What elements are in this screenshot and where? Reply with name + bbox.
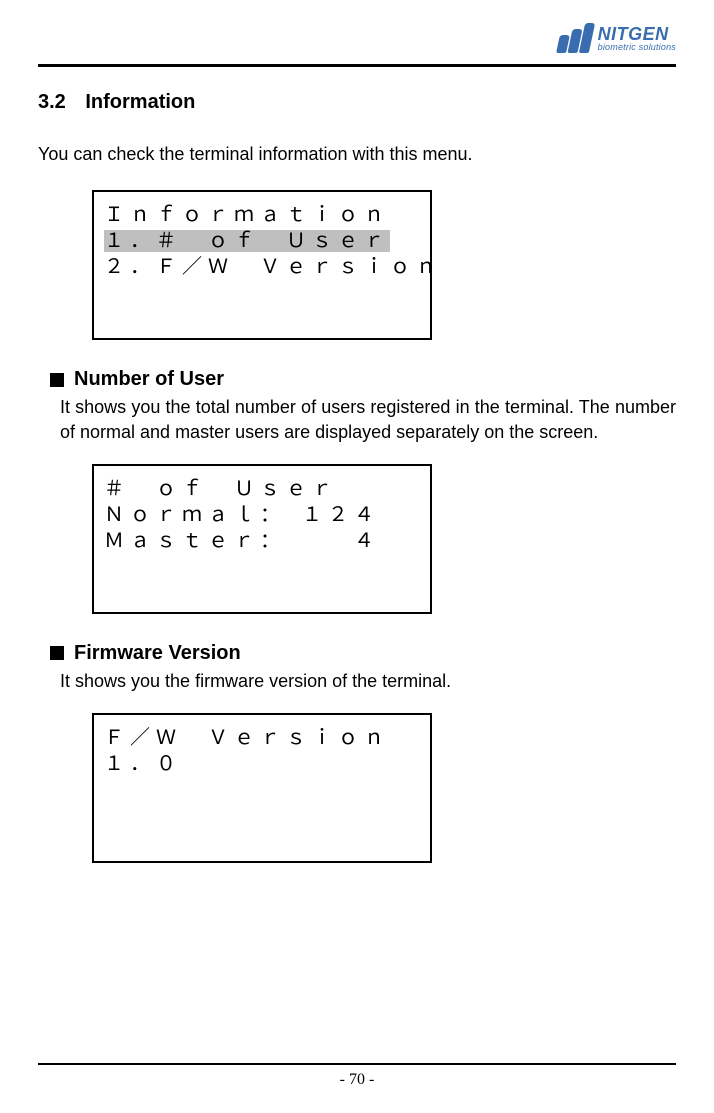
lcd-line: ＃ ｏｆ Ｕｓｅｒ [104,476,420,502]
lcd-number-of-user: ＃ ｏｆ Ｕｓｅｒ Ｎｏｒｍａｌ： １２４ Ｍａｓｔｅｒ： ４ [92,464,432,614]
lcd-information-menu: Ｉｎｆｏｒｍａｔｉｏｎ １．＃ ｏｆ Ｕｓｅｒ ２．Ｆ／Ｗ Ｖｅｒｓｉｏｎ [92,190,432,340]
lcd-selection: １．＃ ｏｆ Ｕｓｅｒ [104,230,390,252]
header: NITGEN biometric solutions [38,14,676,62]
square-bullet-icon [50,646,64,660]
section-title: 3.2 Information [38,91,676,114]
section-name: Information [85,91,195,113]
lcd-firmware-version: Ｆ／Ｗ Ｖｅｒｓｉｏｎ １．０ [92,713,432,863]
page: NITGEN biometric solutions 3.2 Informati… [0,0,714,1113]
lcd-line-selected: １．＃ ｏｆ Ｕｓｅｒ [104,228,420,254]
section-intro: You can check the terminal information w… [38,142,676,166]
subsection-title: Firmware Version [74,642,241,665]
subsection-heading-number-of-user: Number of User [50,368,676,391]
subsection-heading-firmware-version: Firmware Version [50,642,676,665]
lcd-line: Ｆ／Ｗ Ｖｅｒｓｉｏｎ [104,725,420,751]
square-bullet-icon [50,373,64,387]
subsection-title: Number of User [74,368,224,391]
brand-logo: NITGEN biometric solutions [558,23,676,53]
brand-name: NITGEN [598,25,676,43]
brand-tagline: biometric solutions [598,43,676,52]
subsection-para: It shows you the total number of users r… [60,395,676,444]
lcd-line: ２．Ｆ／Ｗ Ｖｅｒｓｉｏｎ [104,254,420,280]
footer-rule [38,1063,676,1065]
lcd-line: Ｎｏｒｍａｌ： １２４ [104,502,420,528]
lcd-line: １．０ [104,751,420,777]
content: 3.2 Information You can check the termin… [38,67,676,863]
page-number: - 70 - [38,1071,676,1089]
subsection-para: It shows you the firmware version of the… [60,669,676,693]
lcd-line: Ｍａｓｔｅｒ： ４ [104,528,420,554]
logo-bars-icon [558,23,592,53]
section-number: 3.2 [38,91,66,114]
footer: - 70 - [38,1063,676,1089]
lcd-line: Ｉｎｆｏｒｍａｔｉｏｎ [104,202,420,228]
logo-text: NITGEN biometric solutions [598,25,676,52]
